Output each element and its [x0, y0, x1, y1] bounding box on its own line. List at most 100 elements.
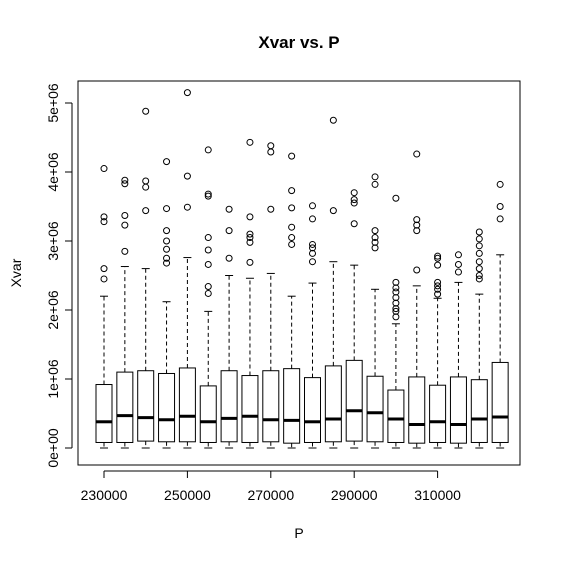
iqr-box [408, 376, 426, 444]
plot-frame [77, 80, 521, 466]
box-group [366, 173, 384, 449]
box-group [158, 158, 176, 449]
outlier-point [475, 258, 483, 266]
box-group [449, 251, 467, 449]
y-tick-label: 4e+06 [45, 152, 61, 192]
outlier-point [246, 213, 254, 221]
outlier-point [246, 234, 254, 242]
outlier-point [475, 235, 483, 243]
outlier-point [413, 266, 421, 274]
outlier-point [309, 240, 316, 248]
outlier-point [350, 199, 358, 207]
iqr-box [449, 376, 467, 444]
outlier-point [246, 230, 254, 238]
outlier-point [309, 215, 316, 223]
outlier-point [392, 307, 400, 315]
outlier-point [371, 173, 379, 181]
iqr-box [429, 384, 447, 443]
outlier-point [434, 290, 442, 298]
outlier-point [142, 177, 150, 185]
outlier-point [204, 234, 212, 242]
outlier-point [454, 251, 462, 259]
outlier-point [142, 107, 150, 115]
outlier-point [309, 244, 316, 252]
outlier-point [371, 238, 379, 246]
box-group [470, 228, 488, 449]
outlier-point [121, 211, 129, 219]
iqr-box [241, 375, 259, 443]
iqr-box [345, 359, 363, 442]
y-tick-label: 5e+06 [45, 83, 61, 123]
outlier-point [163, 158, 171, 166]
outlier-point [163, 205, 171, 213]
boxes-layer [95, 89, 509, 449]
x-tick-label: 310000 [414, 487, 461, 503]
outlier-point [475, 228, 483, 236]
iqr-box [137, 370, 155, 442]
iqr-box [470, 379, 488, 443]
outlier-point [288, 152, 296, 160]
box-group [220, 205, 238, 449]
outlier-point [309, 258, 316, 266]
outlier-point [163, 237, 171, 245]
x-axis-label: P [294, 525, 303, 541]
outlier-point [392, 278, 400, 286]
outlier-point [350, 220, 358, 228]
outlier-point [413, 150, 421, 158]
iqr-box [158, 372, 176, 443]
x-tick-label: 230000 [81, 487, 128, 503]
outlier-point [434, 252, 442, 260]
outlier-point [371, 180, 379, 188]
outlier-point [496, 203, 504, 210]
outlier-point [100, 165, 108, 173]
outlier-point [496, 180, 504, 188]
iqr-box [283, 368, 301, 444]
outlier-point [392, 194, 400, 202]
outlier-point [225, 254, 233, 262]
outlier-point [204, 246, 212, 254]
outlier-point [225, 205, 233, 213]
iqr-box [387, 389, 405, 443]
outlier-point [475, 272, 483, 279]
outlier-point [288, 240, 296, 248]
outlier-point [454, 260, 462, 268]
outlier-point [121, 180, 129, 188]
outlier-point [350, 189, 358, 197]
outlier-point [329, 116, 337, 124]
outlier-point [288, 187, 296, 195]
iqr-box [491, 361, 509, 443]
outlier-point [204, 146, 212, 154]
outlier-point [246, 238, 254, 246]
outlier-point [163, 254, 171, 262]
outlier-point [121, 221, 129, 229]
outlier-point [475, 242, 483, 250]
outlier-point [288, 223, 296, 231]
outlier-point [183, 172, 191, 180]
outlier-point [142, 207, 150, 215]
outlier-point [163, 259, 171, 267]
iqr-box [199, 385, 217, 443]
box-group [324, 116, 342, 449]
box-group [137, 107, 155, 449]
y-axis-label: Xvar [8, 258, 24, 287]
outlier-point [309, 202, 316, 210]
outlier-point [434, 261, 442, 269]
box-group [429, 252, 447, 449]
outlier-point [183, 203, 191, 211]
box-group [116, 176, 134, 449]
box-group [283, 152, 301, 449]
outlier-point [100, 275, 108, 283]
outlier-point [121, 176, 129, 184]
box-group [262, 142, 280, 449]
iqr-box [324, 365, 342, 443]
box-group [408, 150, 426, 449]
outlier-point [225, 227, 233, 235]
outlier-point [100, 265, 108, 273]
outlier-point [246, 258, 254, 266]
y-tick-label: 1e+06 [45, 359, 61, 399]
iqr-box [220, 370, 238, 443]
iqr-box [366, 375, 384, 443]
box-group [95, 165, 113, 449]
outlier-point [204, 260, 212, 268]
